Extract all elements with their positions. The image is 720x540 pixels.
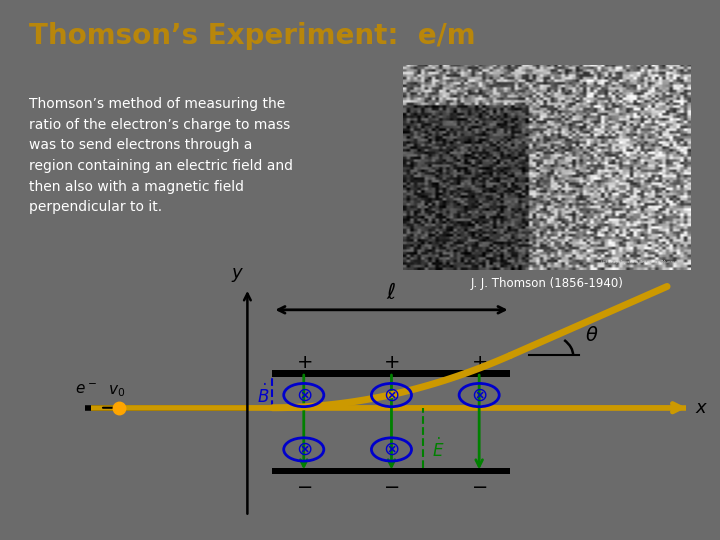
Text: $\dot{B}$: $\dot{B}$ <box>257 383 269 407</box>
Text: $e^-$: $e^-$ <box>75 382 97 397</box>
Text: (C) Encyclopaedia Britannica/Munroe: (C) Encyclopaedia Britannica/Munroe <box>600 260 677 264</box>
Text: $\otimes$: $\otimes$ <box>471 386 487 404</box>
Text: $\otimes$: $\otimes$ <box>295 440 312 459</box>
Text: Thomson’s Experiment:  e/m: Thomson’s Experiment: e/m <box>29 22 475 50</box>
Bar <box>272 468 510 474</box>
Text: $+$: $+$ <box>383 353 400 372</box>
Text: $v_0$: $v_0$ <box>108 383 125 399</box>
Text: $-$: $-$ <box>471 476 487 495</box>
Text: $\dot{E}$: $\dot{E}$ <box>432 438 445 461</box>
Text: Thomson’s method of measuring the
ratio of the electron’s charge to mass
was to : Thomson’s method of measuring the ratio … <box>29 97 293 214</box>
Text: $\otimes$: $\otimes$ <box>383 440 400 459</box>
Text: $\ell$: $\ell$ <box>387 282 397 302</box>
Bar <box>272 370 510 377</box>
Text: J. J. Thomson (1856-1940): J. J. Thomson (1856-1940) <box>471 277 624 290</box>
Text: $\theta$: $\theta$ <box>585 326 599 345</box>
Text: $+$: $+$ <box>296 353 312 372</box>
Text: $y$: $y$ <box>231 266 245 285</box>
Text: $x$: $x$ <box>696 399 708 417</box>
Text: $-$: $-$ <box>383 476 400 495</box>
Text: $-$: $-$ <box>296 476 312 495</box>
Text: $\otimes$: $\otimes$ <box>383 386 400 404</box>
Text: $+$: $+$ <box>471 353 487 372</box>
Text: $\otimes$: $\otimes$ <box>295 386 312 404</box>
